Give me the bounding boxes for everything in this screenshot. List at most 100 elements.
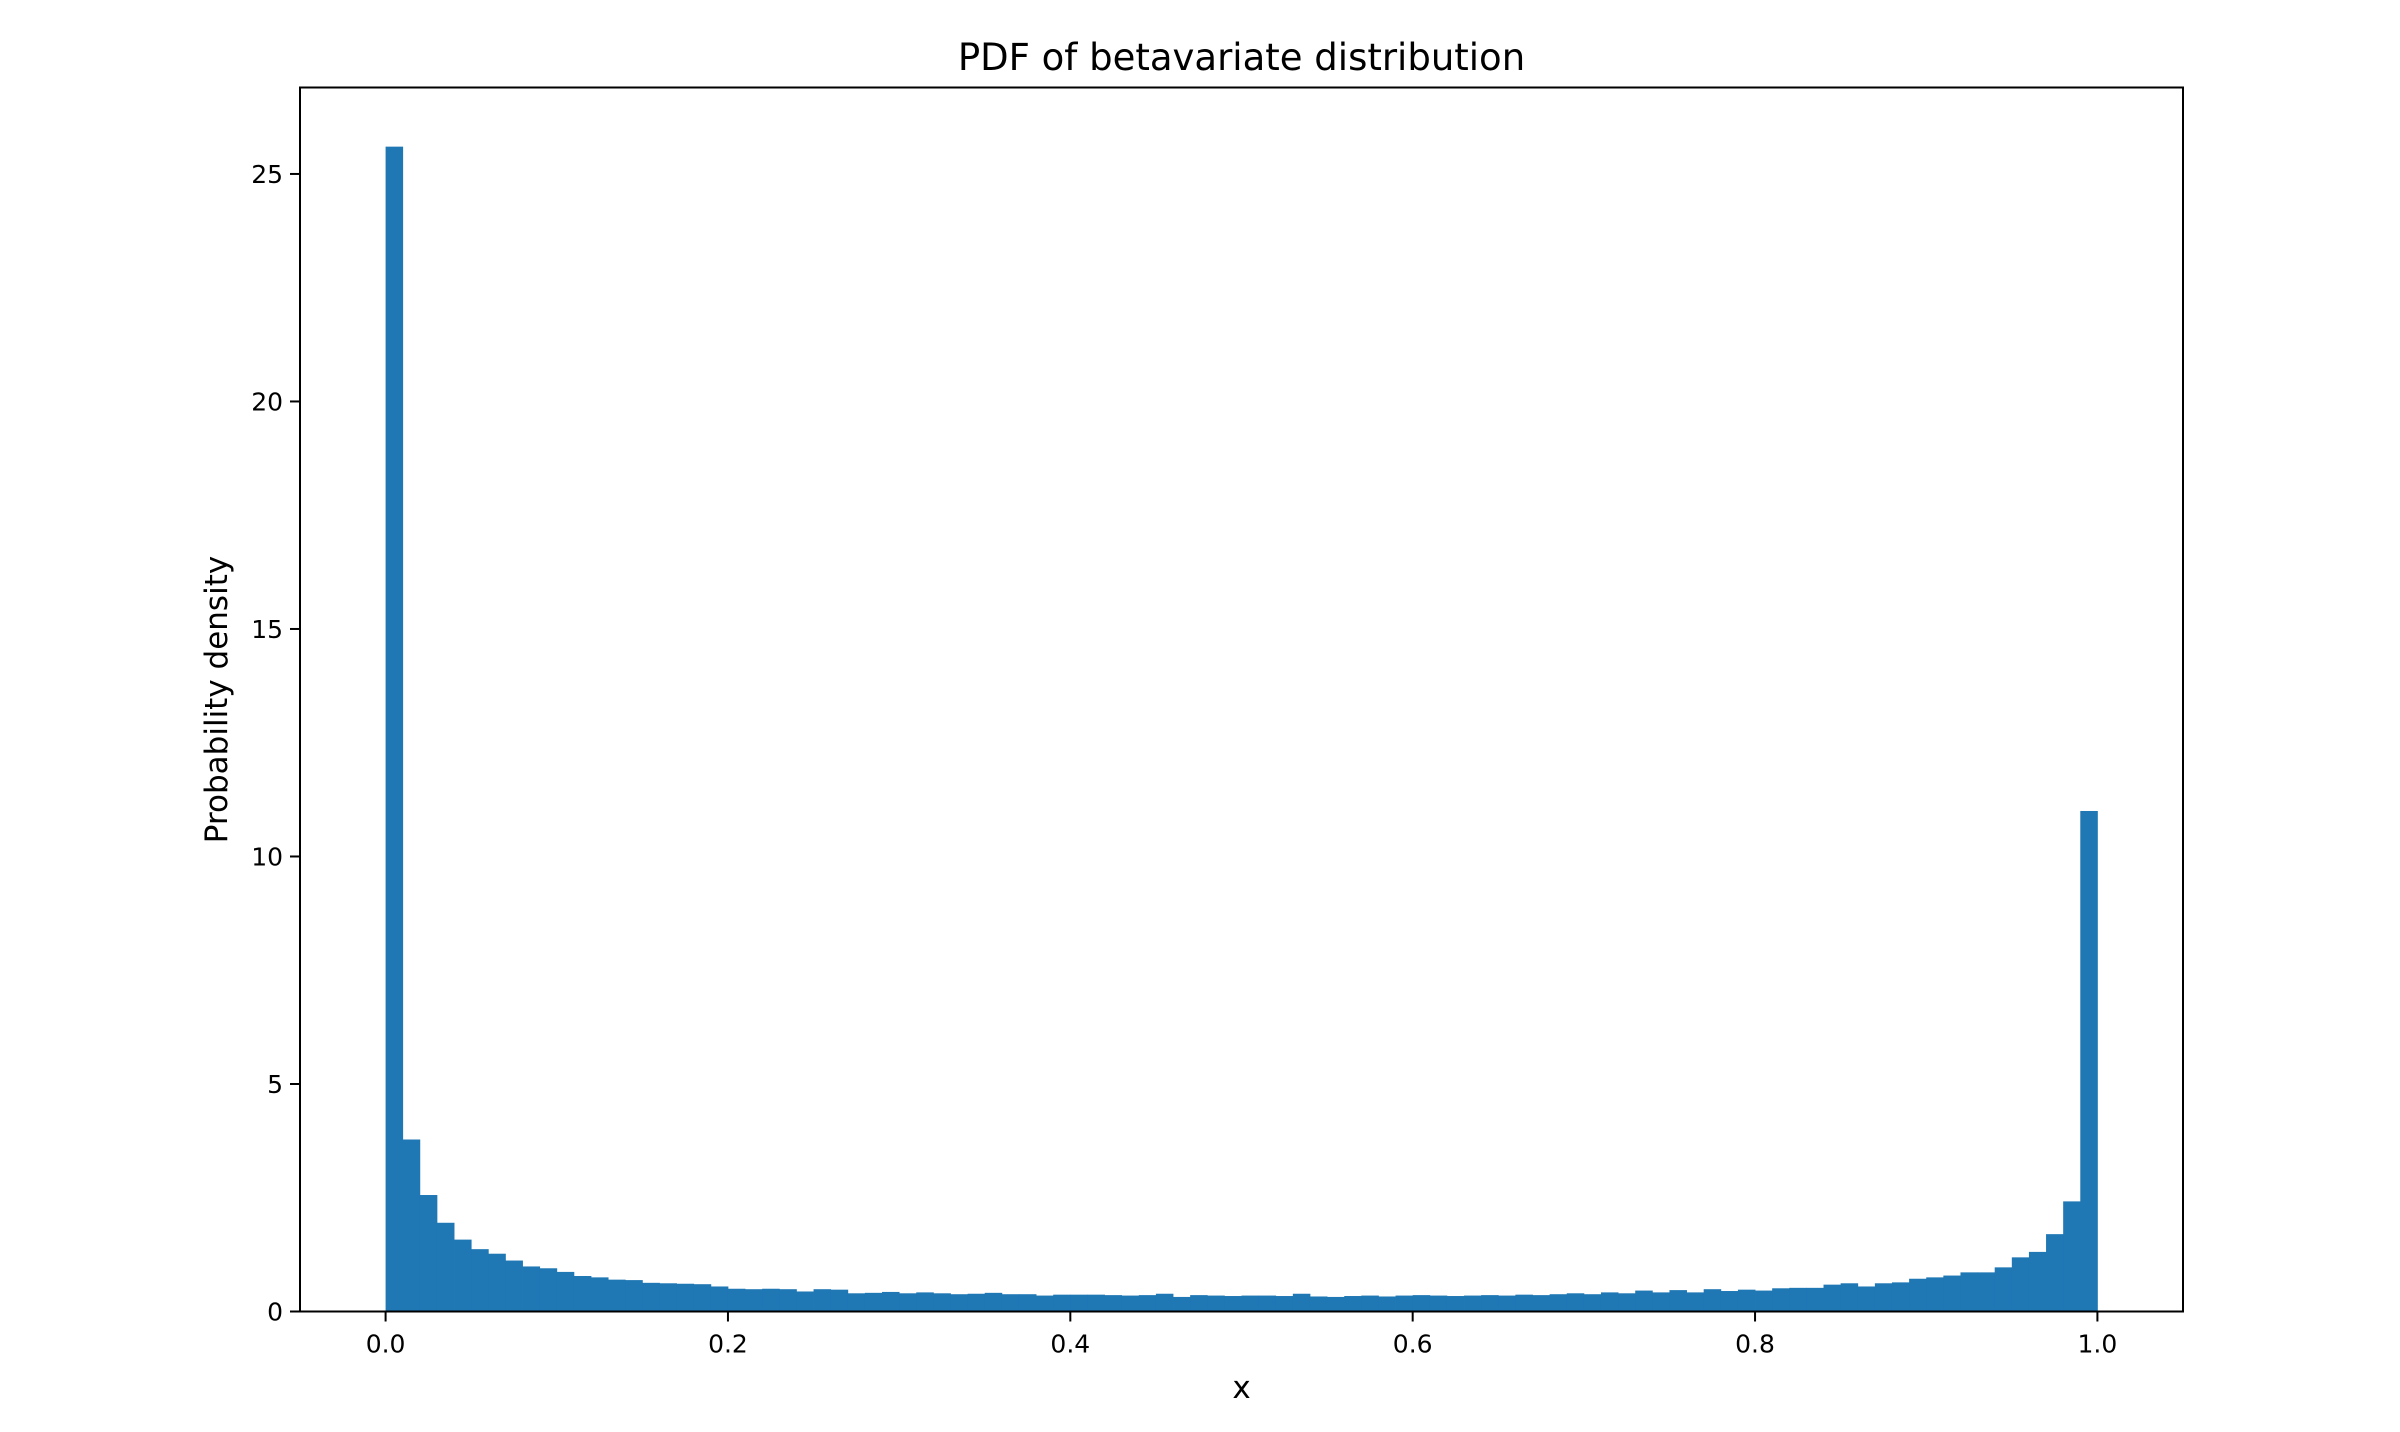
- y-tick-label: 25: [251, 160, 283, 189]
- histogram-bar: [1737, 1289, 1756, 1312]
- histogram-bar: [1583, 1294, 1602, 1312]
- histogram-bar: [659, 1283, 677, 1312]
- histogram-bar: [1755, 1290, 1773, 1312]
- histogram-bar: [984, 1292, 1003, 1312]
- histogram-bar: [2011, 1257, 2030, 1312]
- histogram-bar: [471, 1249, 489, 1312]
- histogram-bar: [1018, 1294, 1037, 1312]
- histogram-bar: [710, 1286, 729, 1312]
- histogram-bar: [1361, 1295, 1379, 1312]
- histogram-bar: [1395, 1295, 1414, 1312]
- histogram-bar: [522, 1266, 541, 1312]
- histogram-bar: [1652, 1292, 1670, 1312]
- histogram-bar: [488, 1253, 506, 1312]
- histogram-bar: [1446, 1296, 1465, 1312]
- histogram-bar: [1703, 1289, 1722, 1312]
- histogram-bar: [642, 1282, 660, 1312]
- histogram-bar: [1909, 1278, 1927, 1312]
- histogram-bar: [1498, 1295, 1516, 1312]
- histogram-bar: [1429, 1295, 1448, 1312]
- histogram-bar: [556, 1271, 575, 1312]
- histogram-bar: [1532, 1295, 1551, 1312]
- x-tick-label: 0.4: [1050, 1330, 1090, 1359]
- histogram-bar: [1481, 1295, 1499, 1312]
- histogram-bar: [864, 1292, 883, 1312]
- histogram-bar: [796, 1291, 814, 1312]
- histogram-bar: [1190, 1295, 1208, 1312]
- y-tick-label: 10: [251, 842, 283, 871]
- histogram-bar: [539, 1268, 558, 1312]
- histogram-bar: [1789, 1287, 1807, 1312]
- y-tick-label: 20: [251, 387, 283, 416]
- histogram-bar: [1891, 1282, 1910, 1312]
- histogram-bar: [813, 1289, 832, 1312]
- histogram-bar: [1053, 1294, 1071, 1312]
- histogram-bar: [1943, 1275, 1961, 1312]
- histogram-bar: [1464, 1295, 1482, 1312]
- histogram-bar: [385, 146, 404, 1312]
- plot-frame: [299, 86, 2184, 1313]
- histogram-bar: [882, 1291, 900, 1312]
- histogram-bar: [1001, 1294, 1020, 1312]
- histogram-bar: [727, 1288, 746, 1312]
- histogram-bar: [1155, 1293, 1174, 1312]
- histogram-bar: [1104, 1295, 1123, 1312]
- bars-group: [385, 146, 2098, 1312]
- y-axis-ticks: 0 5 10 15 20 25: [251, 160, 300, 1327]
- histogram-bar: [967, 1293, 986, 1312]
- y-tick-label: 15: [251, 615, 283, 644]
- y-axis-label: Probability density: [199, 556, 235, 843]
- histogram-bar: [676, 1283, 695, 1312]
- histogram-bar: [573, 1276, 592, 1312]
- x-axis-ticks: 0.0 0.2 0.4 0.6 0.8 1.0: [366, 1311, 2117, 1359]
- histogram-bar: [1926, 1277, 1944, 1312]
- histogram-bar: [1258, 1295, 1277, 1312]
- histogram-bar: [916, 1292, 934, 1312]
- histogram-bar: [454, 1239, 472, 1312]
- histogram-bar: [1874, 1283, 1893, 1312]
- histogram-bar: [1378, 1296, 1396, 1312]
- histogram-bar: [1772, 1288, 1790, 1312]
- histogram-bar: [1275, 1296, 1294, 1312]
- histogram-bar: [1600, 1292, 1619, 1312]
- histogram-bar: [1857, 1286, 1876, 1312]
- histogram-bar: [1241, 1295, 1260, 1312]
- histogram-bar: [1207, 1295, 1225, 1312]
- histogram-bar: [1549, 1294, 1568, 1312]
- histogram-bar: [1515, 1294, 1533, 1312]
- histogram-bar: [745, 1289, 763, 1312]
- histogram-bar: [1977, 1272, 1996, 1312]
- histogram-bar: [1309, 1296, 1328, 1312]
- histogram-bar: [847, 1293, 866, 1312]
- histogram-bar: [1566, 1293, 1585, 1312]
- histogram-bar: [1720, 1291, 1739, 1312]
- histogram-bar: [2046, 1234, 2064, 1312]
- histogram-bar: [1087, 1294, 1105, 1312]
- histogram-bar: [2063, 1201, 2081, 1312]
- histogram-bar: [762, 1288, 780, 1312]
- x-axis-label: x: [1232, 1370, 1250, 1406]
- histogram-bar: [1344, 1296, 1362, 1312]
- histogram-bar: [436, 1222, 455, 1312]
- histogram-bar: [625, 1280, 643, 1312]
- histogram-bar: [1070, 1294, 1088, 1312]
- histogram-bar: [899, 1293, 917, 1312]
- histogram-bar: [1840, 1283, 1859, 1312]
- histogram-bar: [1292, 1293, 1311, 1312]
- histogram-bar: [608, 1279, 626, 1312]
- histogram-bar: [1173, 1296, 1191, 1312]
- y-tick-label: 5: [267, 1070, 283, 1099]
- histogram-bar: [591, 1277, 609, 1312]
- y-tick-label: 0: [267, 1298, 283, 1327]
- histogram-bar: [1806, 1287, 1824, 1312]
- histogram-bar: [402, 1139, 421, 1312]
- histogram-bar: [505, 1260, 523, 1312]
- histogram-bar: [1823, 1284, 1842, 1312]
- histogram-bar: [2028, 1251, 2047, 1312]
- histogram-bar: [1635, 1290, 1653, 1312]
- plot-background: [300, 87, 2183, 1312]
- histogram-bar: [779, 1289, 797, 1312]
- histogram-bar: [1327, 1296, 1345, 1312]
